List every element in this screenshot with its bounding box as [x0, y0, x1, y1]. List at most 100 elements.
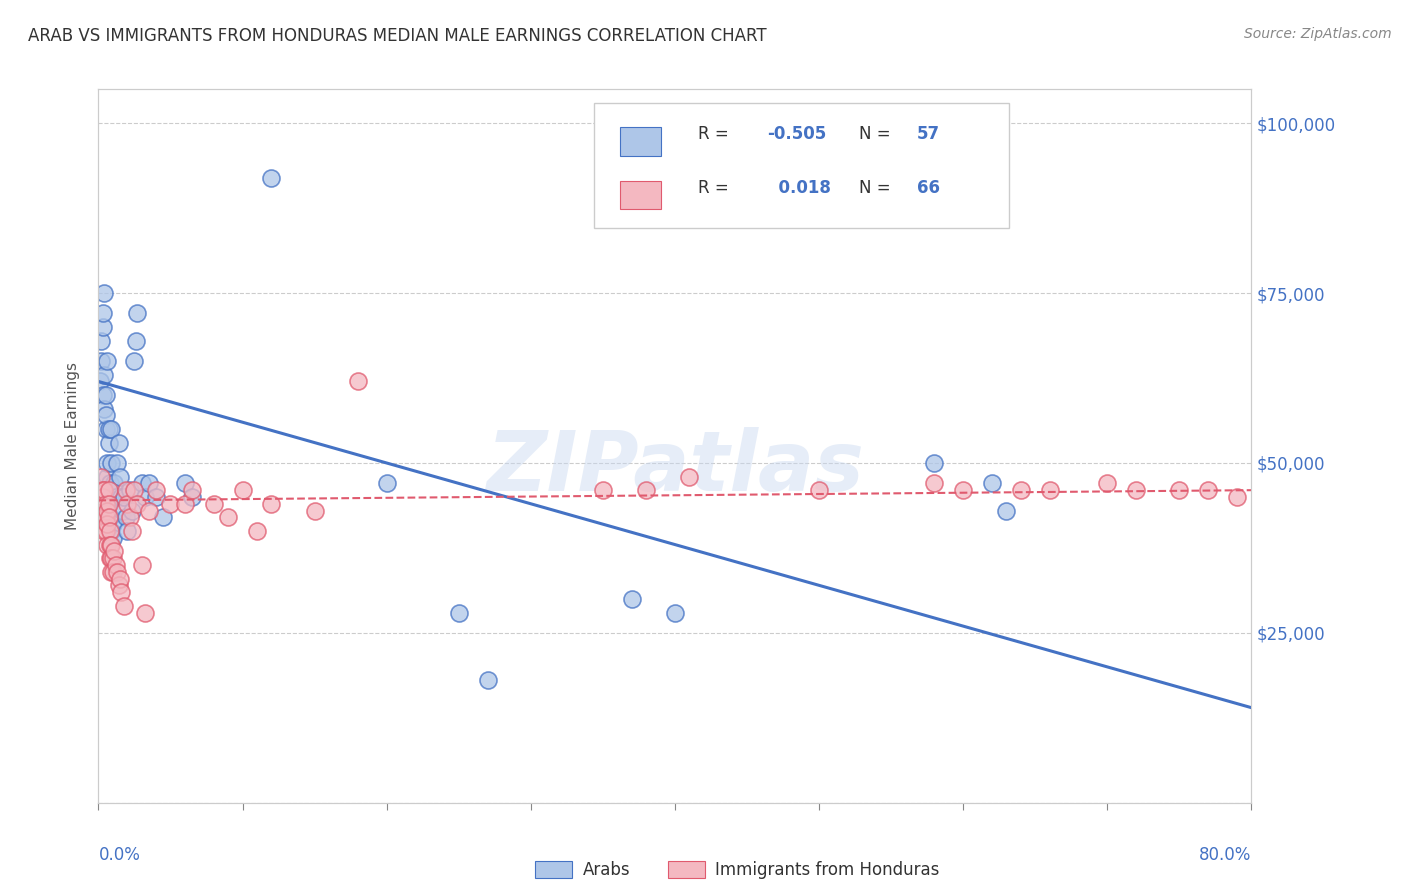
Point: [98, 490, 121, 504]
Point: [120, 483, 142, 498]
Point: [664, 606, 686, 620]
Point: [636, 483, 658, 498]
Point: [94, 388, 117, 402]
Point: [181, 483, 204, 498]
Point: [922, 476, 945, 491]
Text: N =: N =: [859, 178, 896, 196]
FancyBboxPatch shape: [595, 103, 1010, 228]
Point: [138, 476, 160, 491]
Point: [112, 490, 135, 504]
Point: [1038, 483, 1062, 498]
Point: [96, 469, 118, 483]
Point: [346, 375, 368, 389]
Point: [304, 503, 326, 517]
Point: [89, 375, 111, 389]
Point: [100, 524, 122, 538]
Point: [91, 306, 114, 320]
Text: Immigrants from Honduras: Immigrants from Honduras: [716, 861, 939, 879]
Text: Arabs: Arabs: [582, 861, 630, 879]
FancyBboxPatch shape: [536, 862, 572, 879]
Point: [98, 537, 121, 551]
Point: [145, 483, 167, 498]
Point: [101, 565, 124, 579]
Point: [174, 476, 197, 491]
Point: [90, 354, 112, 368]
Point: [117, 497, 139, 511]
Point: [93, 517, 115, 532]
Point: [1125, 483, 1147, 498]
Point: [112, 599, 135, 613]
Point: [1168, 483, 1191, 498]
Text: ZIPatlas: ZIPatlas: [486, 427, 863, 508]
Point: [246, 524, 269, 538]
Point: [110, 490, 132, 504]
Point: [93, 524, 115, 538]
Point: [174, 497, 197, 511]
Point: [94, 422, 117, 436]
Point: [97, 422, 120, 436]
Point: [103, 544, 125, 558]
Point: [100, 456, 122, 470]
Point: [104, 490, 127, 504]
Point: [90, 334, 112, 348]
Point: [922, 456, 945, 470]
Point: [96, 537, 118, 551]
Point: [678, 469, 700, 483]
Point: [620, 591, 643, 606]
Point: [145, 490, 167, 504]
Point: [121, 524, 143, 538]
Point: [96, 503, 118, 517]
Point: [105, 565, 128, 579]
Point: [93, 483, 115, 498]
Point: [97, 483, 120, 498]
Point: [124, 483, 146, 498]
Point: [101, 531, 124, 545]
Point: [121, 503, 143, 517]
Point: [103, 476, 125, 491]
Text: 57: 57: [917, 125, 941, 143]
Point: [1197, 483, 1219, 498]
Point: [96, 456, 118, 470]
Point: [94, 409, 117, 423]
Text: R =: R =: [697, 178, 734, 196]
Text: 80.0%: 80.0%: [1199, 846, 1251, 863]
Point: [105, 456, 128, 470]
Point: [995, 503, 1018, 517]
Point: [93, 368, 115, 382]
Point: [127, 497, 149, 511]
Point: [97, 483, 120, 498]
Point: [98, 476, 121, 491]
Point: [89, 483, 111, 498]
Point: [134, 606, 156, 620]
Point: [477, 673, 499, 688]
Point: [592, 483, 614, 498]
Point: [97, 497, 120, 511]
Y-axis label: Median Male Earnings: Median Male Earnings: [65, 362, 80, 530]
Point: [91, 388, 114, 402]
Point: [96, 354, 118, 368]
Point: [94, 510, 117, 524]
Text: 66: 66: [917, 178, 941, 196]
Point: [91, 510, 114, 524]
Point: [97, 510, 120, 524]
Text: N =: N =: [859, 125, 896, 143]
Point: [202, 497, 225, 511]
Point: [131, 476, 153, 491]
Text: -0.505: -0.505: [768, 125, 827, 143]
Point: [107, 435, 129, 450]
Point: [124, 354, 146, 368]
Point: [125, 334, 148, 348]
Point: [98, 510, 121, 524]
Point: [807, 483, 830, 498]
Point: [231, 483, 254, 498]
Point: [93, 286, 115, 301]
Point: [1097, 476, 1119, 491]
Point: [131, 558, 153, 572]
Point: [181, 490, 204, 504]
Text: 0.018: 0.018: [768, 178, 831, 196]
Point: [981, 476, 1004, 491]
FancyBboxPatch shape: [620, 180, 661, 209]
Point: [100, 551, 122, 566]
Point: [97, 435, 120, 450]
Point: [96, 517, 118, 532]
